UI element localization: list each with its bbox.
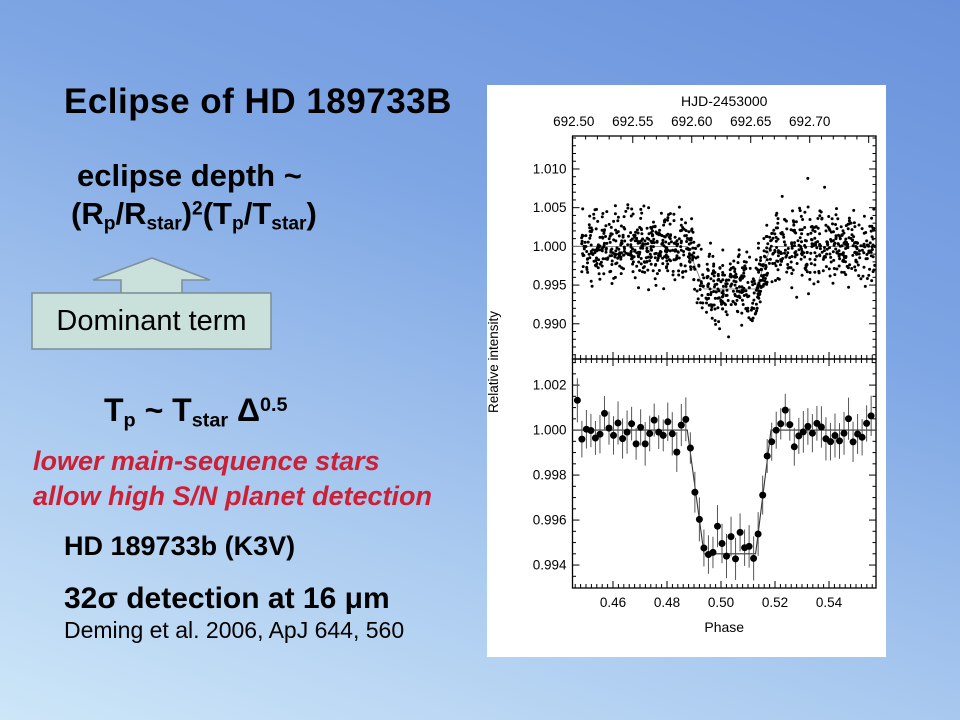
svg-text:0.48: 0.48 xyxy=(654,595,680,610)
eclipse-depth-formula: (Rp/Rstar)2(Tp/Tstar) xyxy=(71,196,317,235)
note-line-2: allow high S/N planet detection xyxy=(33,481,433,511)
svg-text:0.995: 0.995 xyxy=(533,278,567,293)
lightcurve-figure: HJD-2453000 692.50 692.55 692.60 692.65 692.7… xyxy=(486,85,886,657)
svg-text:Relative intensity: Relative intensity xyxy=(487,311,501,413)
svg-text:0.990: 0.990 xyxy=(533,316,567,331)
svg-text:692.55: 692.55 xyxy=(612,114,653,129)
callout-label: Dominant term xyxy=(56,304,247,337)
svg-text:1.005: 1.005 xyxy=(533,200,567,215)
svg-text:1.002: 1.002 xyxy=(533,378,567,393)
target-star-line: HD 189733b (K3V) xyxy=(64,531,296,561)
svg-text:0.50: 0.50 xyxy=(708,595,734,610)
svg-text:1.000: 1.000 xyxy=(533,239,567,254)
svg-text:0.54: 0.54 xyxy=(816,595,843,610)
note-line-1: lower main-sequence stars xyxy=(33,446,380,476)
callout-up-arrow-icon xyxy=(92,257,211,299)
svg-text:692.70: 692.70 xyxy=(789,114,830,129)
detection-line: 32σ detection at 16 μm xyxy=(64,582,390,615)
eclipse-depth-label: eclipse depth ~ xyxy=(77,158,302,193)
svg-text:0.52: 0.52 xyxy=(762,595,788,610)
tp-formula: Tp ~ Tstar Δ0.5 xyxy=(104,392,288,432)
slide-title: Eclipse of HD 189733B xyxy=(64,82,452,121)
lightcurve-chart: HJD-2453000 692.50 692.55 692.60 692.65 692.7… xyxy=(486,93,877,635)
svg-text:1.000: 1.000 xyxy=(533,423,567,438)
svg-text:0.998: 0.998 xyxy=(533,468,567,483)
svg-text:1.010: 1.010 xyxy=(533,161,567,176)
svg-text:692.50: 692.50 xyxy=(553,114,594,129)
svg-text:692.60: 692.60 xyxy=(671,114,712,129)
svg-text:0.994: 0.994 xyxy=(533,558,567,573)
svg-text:0.46: 0.46 xyxy=(600,595,626,610)
svg-text:HJD-2453000: HJD-2453000 xyxy=(681,93,768,109)
svg-text:692.65: 692.65 xyxy=(730,114,771,129)
citation-line: Deming et al. 2006, ApJ 644, 560 xyxy=(64,617,405,643)
svg-text:0.996: 0.996 xyxy=(533,513,567,528)
dominant-term-callout xyxy=(31,257,272,350)
red-note: lower main-sequence stars allow high S/N… xyxy=(33,444,432,514)
callout-box xyxy=(31,292,272,350)
svg-text:Phase: Phase xyxy=(704,619,744,635)
